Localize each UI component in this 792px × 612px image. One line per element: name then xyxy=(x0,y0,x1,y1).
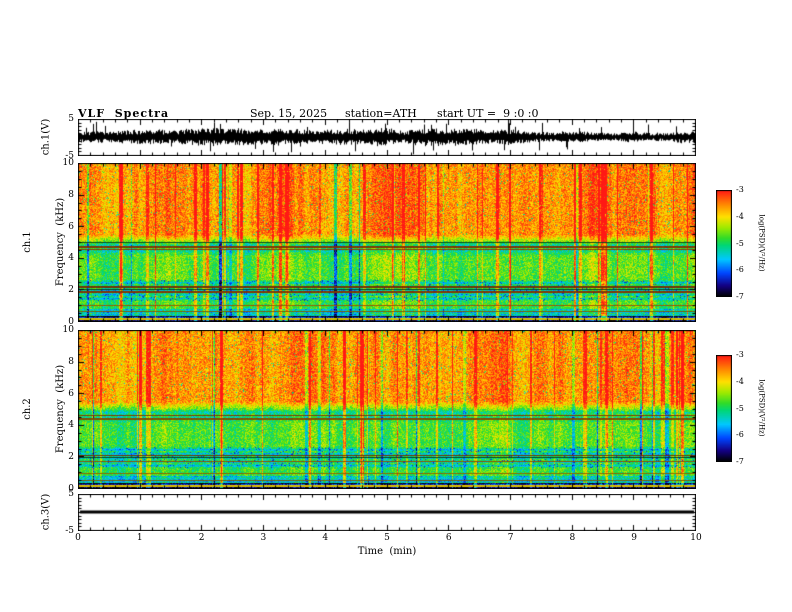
figure-date: Sep. 15, 2025 xyxy=(250,107,328,120)
ch2-colorbar-title: log(PSD)(V²/Hz) xyxy=(757,379,766,437)
ch1-spectrogram-plot xyxy=(78,163,696,322)
tick-label: 8 xyxy=(68,189,74,200)
ch1-spec-ylabel-axis: Frequency (kHz) xyxy=(55,197,66,287)
tick-label: 4 xyxy=(68,420,74,431)
tick-label: -4 xyxy=(736,211,744,221)
ch1-spec-ytick-labels: 10 8 6 4 2 0 xyxy=(54,157,74,328)
ch3-waveform-plot xyxy=(78,494,696,531)
tick-label: 4 xyxy=(322,533,329,543)
tick-label: 0 xyxy=(68,316,74,327)
tick-label: -4 xyxy=(736,376,744,386)
tick-label: 0 xyxy=(75,533,81,543)
ch3-wave-ytick-labels: 5 -5 xyxy=(54,488,74,537)
figure-station: station=ATH xyxy=(345,107,417,120)
tick-label: 2 xyxy=(68,452,74,463)
tick-label: -5 xyxy=(736,403,744,413)
tick-label: 2 xyxy=(68,285,74,296)
xaxis-title: Time (min) xyxy=(357,546,417,557)
tick-label: -6 xyxy=(736,265,744,275)
ch2-spec-ylabel-axis: Frequency (kHz) xyxy=(55,364,66,454)
tick-label: -7 xyxy=(736,292,744,301)
tick-label: -7 xyxy=(736,457,744,466)
tick-label: 6 xyxy=(68,388,74,399)
ch3-wave-ylabel: ch.3(V) xyxy=(40,493,52,531)
ch2-spec-ylabel: ch.2 Frequency (kHz) xyxy=(0,365,88,453)
ch1-spec-ylabel-channel: ch.1 xyxy=(22,231,33,253)
tick-label: 8 xyxy=(68,356,74,367)
ch2-colorbar xyxy=(716,355,732,462)
ch1-wave-ylabel: ch.1(V) xyxy=(40,118,52,156)
tick-label: 5 xyxy=(384,533,390,543)
ch1-colorbar-title: log(PSD)(V²/Hz) xyxy=(757,214,766,272)
ch1-colorbar-tick-labels: -3 -4 -5 -6 -7 xyxy=(736,185,744,302)
tick-label: -3 xyxy=(736,185,744,194)
ch2-spec-ytick-labels: 10 8 6 4 2 0 xyxy=(54,324,74,495)
tick-label: 10 xyxy=(690,533,702,543)
tick-label: -5 xyxy=(736,238,744,248)
figure-title: VLF Spectra xyxy=(78,107,170,120)
tick-label: 5 xyxy=(68,114,74,124)
tick-label: 4 xyxy=(68,253,74,264)
tick-label: 9 xyxy=(631,533,638,543)
ch2-colorbar-tick-labels: -3 -4 -5 -6 -7 xyxy=(736,350,744,467)
tick-label: -5 xyxy=(65,526,74,536)
tick-label: 6 xyxy=(445,533,452,543)
tick-label: -3 xyxy=(736,350,744,359)
ch1-colorbar xyxy=(716,190,732,297)
tick-label: 3 xyxy=(260,533,267,543)
xaxis-tick-labels: 0 1 2 3 4 5 6 7 8 9 10 xyxy=(70,533,704,543)
ch1-waveform-plot xyxy=(78,119,696,156)
tick-label: 10 xyxy=(62,158,74,168)
tick-label: 2 xyxy=(198,533,205,543)
tick-label: 8 xyxy=(569,533,576,543)
tick-label: -6 xyxy=(736,430,744,440)
ch1-spec-ylabel: ch.1 Frequency (kHz) xyxy=(0,198,88,286)
ch2-spectrogram-plot xyxy=(78,330,696,489)
ch1-wave-ytick-labels: 5 -5 xyxy=(54,113,74,162)
tick-label: 10 xyxy=(62,325,74,335)
figure-start-ut: start UT = 9 :0 :0 xyxy=(437,107,539,120)
ch2-spec-ylabel-channel: ch.2 xyxy=(22,398,33,420)
tick-label: 0 xyxy=(68,483,74,494)
tick-label: 7 xyxy=(507,533,514,543)
tick-label: -5 xyxy=(65,151,74,161)
tick-label: 5 xyxy=(68,489,74,499)
tick-label: 6 xyxy=(68,221,74,232)
tick-label: 1 xyxy=(136,533,143,543)
